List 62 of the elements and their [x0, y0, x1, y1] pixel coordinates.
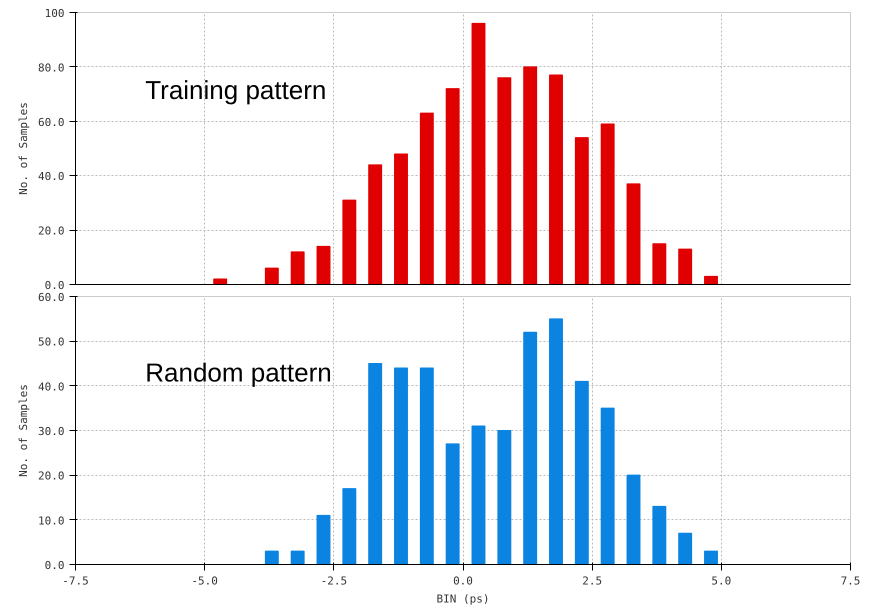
y-tick-label: 100: [44, 7, 65, 20]
bar: [523, 332, 538, 564]
bar: [290, 550, 305, 564]
y-tick-label: 20.0: [38, 470, 65, 483]
bar: [446, 443, 460, 564]
bar: [652, 506, 666, 564]
x-axis-title: BIN (ps): [436, 592, 490, 606]
x-tick-label: 5.0: [711, 574, 732, 588]
bar: [600, 124, 615, 284]
bar: [316, 246, 330, 284]
bar: [290, 251, 305, 284]
bar: [213, 278, 228, 284]
x-tick-label: -2.5: [320, 574, 348, 588]
x-tick-label: 2.5: [582, 574, 602, 588]
y-tick-label: 0.0: [44, 559, 65, 572]
bar: [420, 112, 434, 284]
x-tick-label: -7.5: [62, 574, 89, 588]
bar: [368, 363, 382, 564]
y-tick-label: 80.0: [38, 61, 65, 74]
bar: [497, 77, 512, 284]
bar: [368, 164, 382, 284]
bar: [316, 514, 330, 564]
bar: [626, 474, 640, 564]
bar: [394, 367, 408, 564]
bar: [626, 183, 640, 284]
bar: [678, 248, 692, 284]
y-tick-label: 10.0: [38, 514, 65, 528]
bar: [446, 88, 460, 284]
x-tick-label: 7.5: [840, 574, 860, 588]
bar: [600, 408, 615, 564]
x-tick-label: -5.0: [191, 574, 218, 588]
annotation: Training pattern: [145, 74, 326, 105]
bar: [394, 153, 408, 284]
annotation: Random pattern: [145, 358, 332, 388]
y-tick-label: 20.0: [38, 224, 65, 238]
bar: [574, 137, 589, 284]
bar: [549, 318, 563, 564]
y-tick-label: 30.0: [38, 425, 65, 438]
bar: [497, 430, 512, 564]
bar: [472, 22, 486, 284]
bar: [342, 488, 356, 564]
bar: [523, 66, 538, 284]
y-tick-label: 0.0: [44, 279, 65, 292]
y-tick-label: 40.0: [38, 170, 65, 184]
x-tick-label: 0.0: [453, 574, 473, 588]
y-axis-title: No. of Samples: [17, 102, 30, 195]
bar: [704, 276, 718, 284]
bar: [472, 426, 486, 564]
y-tick-label: 40.0: [38, 380, 65, 394]
bar: [264, 268, 279, 284]
y-axis-title: No. of Samples: [17, 384, 30, 477]
bar: [652, 243, 666, 284]
bar: [704, 550, 718, 564]
bar: [420, 367, 434, 564]
bar: [574, 380, 589, 564]
bar: [678, 532, 692, 564]
y-tick-label: 60.0: [38, 291, 65, 304]
y-tick-label: 60.0: [38, 116, 65, 129]
bar: [549, 74, 563, 284]
bar: [342, 200, 356, 284]
bar: [264, 550, 279, 564]
y-tick-label: 50.0: [38, 336, 65, 349]
